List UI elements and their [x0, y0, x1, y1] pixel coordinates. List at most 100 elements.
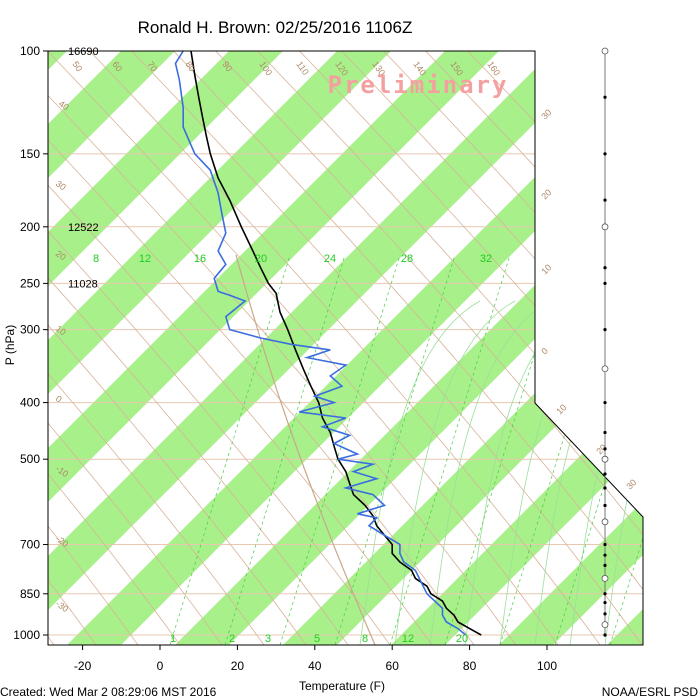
dry-adiabat-label: 20	[539, 187, 553, 201]
wind-level-dot	[603, 612, 607, 616]
y-tick-label: 400	[20, 396, 40, 410]
wind-calm-marker	[601, 47, 609, 55]
wind-calm-marker	[601, 621, 609, 629]
y-tick-label: 500	[20, 452, 40, 466]
mixing-ratio-bottom-label: 3	[265, 633, 271, 645]
wind-calm-marker	[601, 518, 609, 526]
wind-level-dot	[603, 486, 607, 490]
temperature-line	[190, 51, 482, 636]
wind-calm-marker	[601, 455, 609, 463]
dry-adiabat	[48, 51, 559, 645]
credit-label: NOAA/ESRL PSD	[602, 685, 699, 699]
mixing-ratio-line	[444, 254, 566, 645]
dry-adiabat-label: 60	[110, 59, 124, 73]
dry-adiabat	[163, 51, 643, 645]
green-band	[48, 51, 550, 645]
green-band	[48, 51, 643, 645]
height-label: 11028	[68, 278, 98, 290]
mixing-ratio-line	[609, 254, 643, 645]
dry-adiabat	[48, 51, 517, 645]
height-label: 16690	[68, 46, 99, 58]
wind-level-dot	[603, 472, 607, 476]
wind-level-dot	[603, 447, 607, 451]
x-tick-label: 100	[537, 659, 557, 673]
y-tick-label: 200	[20, 220, 40, 234]
mixing-ratio-line	[169, 254, 291, 645]
dry-adiabat	[48, 51, 391, 645]
mixing-ratio-bottom-label: 5	[314, 633, 320, 645]
mixing-ratio-line	[499, 254, 621, 645]
wind-level-dot	[603, 152, 607, 156]
y-tick-label: 300	[20, 323, 40, 337]
dry-adiabat-label: 70	[145, 59, 159, 73]
mixing-ratio-bottom-label: 2	[229, 633, 235, 645]
mixing-ratio-line	[554, 254, 643, 645]
dry-adiabat-label: 0	[539, 346, 550, 357]
dry-adiabat-label: 50	[70, 59, 84, 73]
x-tick-label: 20	[231, 659, 245, 673]
dry-adiabat-label: 90	[220, 59, 234, 73]
mixing-ratio-line	[334, 254, 456, 645]
watermark: Preliminary	[328, 71, 509, 99]
dry-adiabat-label: 40	[57, 98, 71, 112]
x-tick-label: 0	[157, 659, 164, 673]
wind-level-dot	[603, 563, 607, 567]
green-band	[660, 0, 700, 700]
wind-calm-marker	[601, 365, 609, 373]
wind-level-dot	[603, 592, 607, 596]
wind-level-dot	[603, 430, 607, 435]
y-tick-label: 850	[20, 587, 40, 601]
wind-level-dot	[603, 266, 607, 270]
dry-adiabat	[48, 51, 223, 645]
mixing-ratio-label: 16	[194, 253, 206, 265]
green-band	[48, 51, 334, 645]
moist-adiabat	[359, 300, 481, 645]
x-tick-label: 60	[386, 659, 400, 673]
dry-adiabat-label: 10	[539, 262, 553, 276]
dry-adiabat-label: 0	[54, 393, 64, 404]
mixing-ratio-bottom-label: 12	[402, 633, 414, 645]
dry-adiabat-label: 30	[539, 107, 553, 121]
dewpoint-line	[174, 51, 467, 636]
wind-level-dot	[603, 328, 607, 332]
mixing-ratio-line	[224, 254, 346, 645]
mixing-ratio-bottom-label: 8	[362, 633, 368, 645]
green-band	[48, 51, 442, 645]
mixing-ratio-bottom-label: 1	[170, 633, 176, 645]
dry-adiabat-label: 80	[183, 59, 197, 73]
wind-level-dot	[603, 95, 607, 99]
dry-adiabat	[48, 51, 433, 645]
wind-level-dot	[603, 281, 607, 285]
green-band	[444, 51, 643, 645]
x-tick-label: 40	[308, 659, 322, 673]
mixing-ratio-label: 8	[93, 253, 99, 265]
y-tick-label: 250	[20, 276, 40, 290]
dry-adiabat	[48, 51, 265, 645]
parcel-curve	[235, 254, 376, 645]
moist-adiabat	[429, 300, 551, 645]
plot-border	[47, 50, 644, 646]
x-tick-label: -20	[74, 659, 92, 673]
labels-layer: -20 0 20 40 60 80 1001001502002503004005007008…	[13, 44, 638, 673]
mixing-ratio-label: 32	[480, 253, 492, 265]
dry-adiabat	[48, 51, 181, 645]
green-band	[336, 51, 643, 645]
dry-adiabat-label: 10	[554, 402, 568, 416]
mixing-ratio-bottom-label: 20	[456, 633, 468, 645]
mixing-ratio-line	[389, 254, 511, 645]
dry-adiabat	[48, 51, 349, 645]
mixing-ratio-label: 20	[255, 253, 267, 265]
dry-adiabat	[205, 51, 643, 645]
dry-adiabat	[121, 51, 643, 645]
dry-adiabat-label: 110	[294, 59, 310, 76]
y-tick-label: 1000	[13, 628, 40, 642]
wind-level-dot	[603, 198, 607, 202]
y-tick-label: 700	[20, 538, 40, 552]
chart-title: Ronald H. Brown: 02/25/2016 1106Z	[138, 18, 413, 37]
mixing-ratio-line	[279, 254, 401, 645]
dry-adiabat	[48, 51, 139, 645]
dry-adiabat-label: 30	[624, 477, 638, 491]
x-axis-label: Temperature (F)	[299, 679, 385, 693]
